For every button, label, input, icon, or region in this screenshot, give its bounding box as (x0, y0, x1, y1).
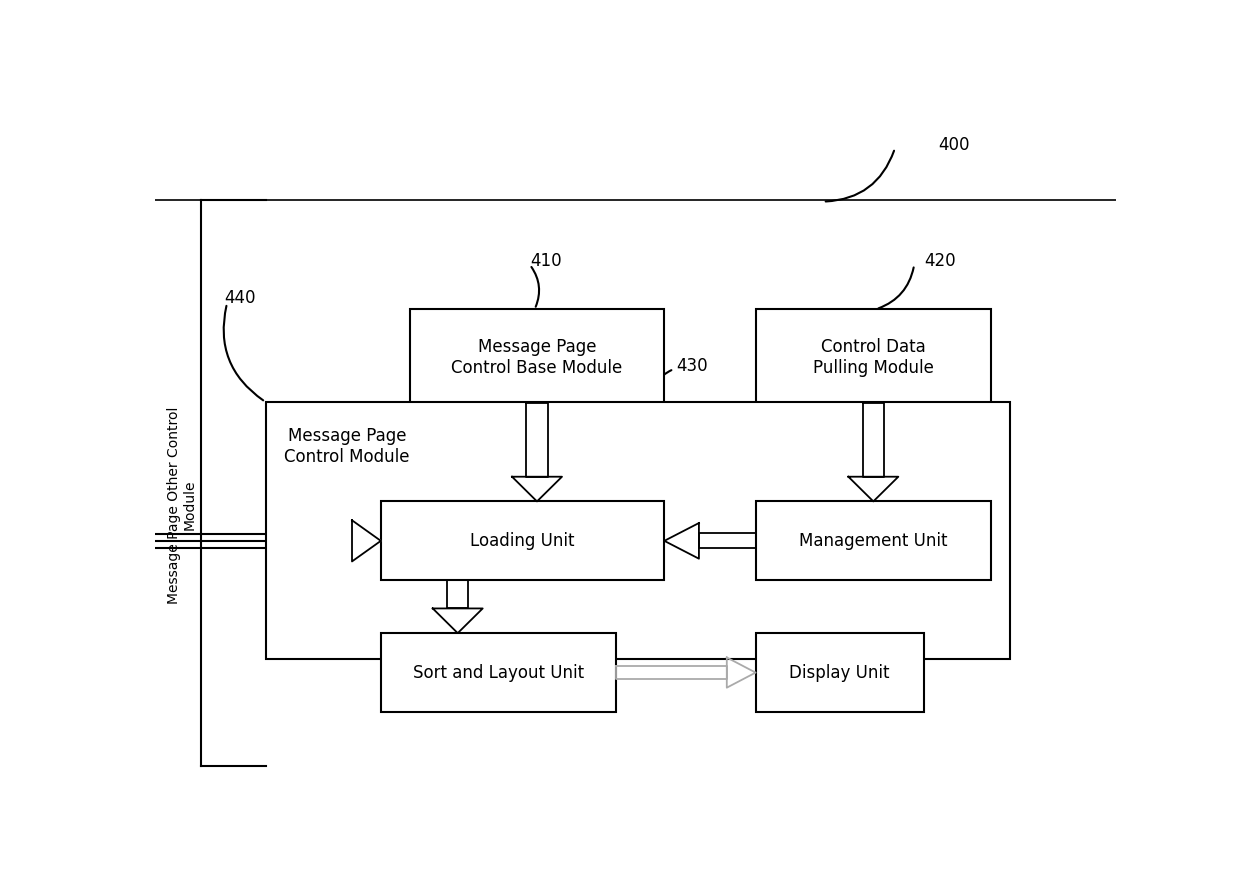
Polygon shape (863, 403, 884, 477)
Polygon shape (616, 666, 727, 679)
Polygon shape (848, 477, 898, 502)
Polygon shape (727, 658, 755, 688)
Text: Sort and Layout Unit: Sort and Layout Unit (413, 664, 584, 682)
Text: 410: 410 (529, 252, 562, 270)
Bar (265, 402, 1011, 659)
Bar (381, 634, 616, 712)
Text: 433: 433 (593, 597, 624, 616)
Text: 400: 400 (939, 135, 970, 153)
Text: Display Unit: Display Unit (790, 664, 890, 682)
Text: Management Unit: Management Unit (799, 532, 947, 550)
Text: Control Data
Pulling Module: Control Data Pulling Module (813, 338, 934, 377)
Polygon shape (433, 609, 482, 634)
Polygon shape (699, 534, 755, 548)
Text: 420: 420 (924, 252, 956, 270)
Polygon shape (352, 520, 381, 561)
Text: 431: 431 (593, 463, 624, 481)
Text: 434: 434 (952, 463, 985, 481)
Polygon shape (527, 403, 548, 477)
Text: 440: 440 (224, 289, 255, 307)
Bar (381, 502, 665, 580)
Bar (755, 634, 924, 712)
Polygon shape (512, 477, 562, 502)
Text: Message Page
Control Module: Message Page Control Module (284, 427, 410, 466)
Bar (755, 502, 991, 580)
Text: Message Page Other Control
Module: Message Page Other Control Module (167, 406, 197, 603)
Polygon shape (665, 523, 699, 559)
Text: 430: 430 (676, 357, 708, 375)
Bar (755, 309, 991, 405)
Text: 432: 432 (952, 639, 985, 657)
Polygon shape (448, 580, 469, 609)
Bar (409, 309, 665, 405)
Text: Message Page
Control Base Module: Message Page Control Base Module (451, 338, 622, 377)
Text: Loading Unit: Loading Unit (470, 532, 575, 550)
